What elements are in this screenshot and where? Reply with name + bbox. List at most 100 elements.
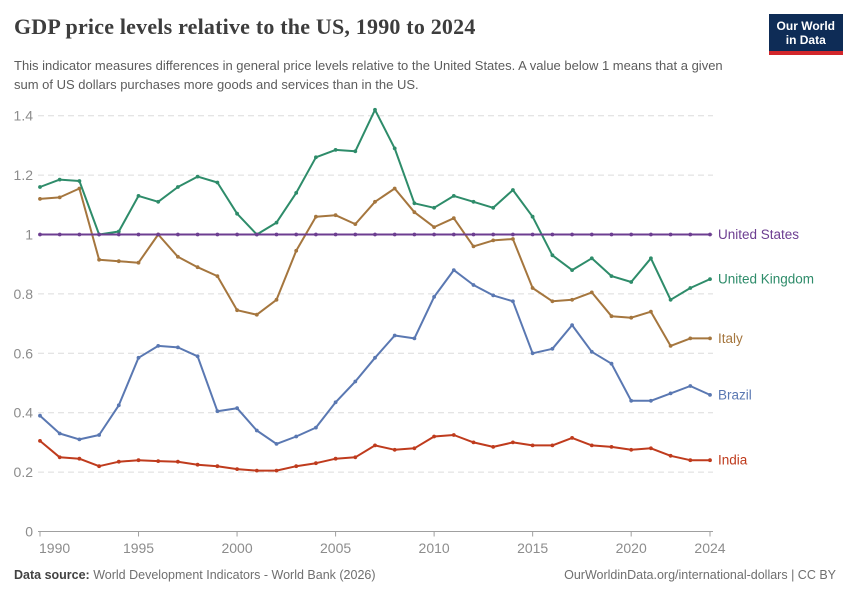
series-point-brazil [116,403,121,408]
series-label-brazil[interactable]: Brazil [718,387,752,402]
series-point-italy [235,308,240,313]
series-point-united-kingdom [668,297,673,302]
series-point-italy [353,222,358,227]
series-point-brazil [550,346,555,351]
series-point-united-kingdom [156,199,161,204]
series-point-united-kingdom [333,148,338,152]
series-point-united-states [353,232,358,237]
series-point-united-kingdom [471,199,476,204]
series-point-india [432,434,436,439]
series-point-united-states [136,232,141,237]
series-point-united-states [235,232,240,237]
series-point-italy [294,248,299,253]
series-point-brazil [530,351,535,356]
owid-logo[interactable]: Our World in Data [768,14,843,55]
y-tick-label: 1.2 [14,167,34,183]
x-tick-label: 2015 [517,540,548,556]
series-point-india [373,443,377,448]
series-point-brazil [215,409,220,414]
series-line-india [39,434,710,472]
x-tick-label: 2024 [694,540,725,556]
series-point-brazil [176,345,180,350]
series-point-united-states [649,232,653,237]
series-point-india [589,443,594,448]
series-point-india [156,459,161,463]
series-point-italy [471,244,476,249]
series-point-india [649,446,653,451]
series-point-united-states [116,232,121,237]
series-point-india [176,459,180,464]
y-tick-label: 1 [25,227,33,243]
series-point-india [451,433,456,437]
series-point-brazil [412,336,417,341]
series-point-india [97,464,101,469]
series-point-united-states [668,232,673,237]
series-point-italy [274,297,279,302]
series-point-india [708,458,712,463]
series-point-united-states [708,232,712,237]
series-point-united-kingdom [353,149,358,154]
series-point-brazil [97,433,101,437]
series-point-italy [530,286,535,290]
series-point-india [570,436,574,440]
series-label-united-kingdom[interactable]: United Kingdom [718,272,814,287]
x-tick-label: 2005 [320,540,351,556]
series-point-united-kingdom [38,185,42,189]
series-point-united-kingdom [195,174,200,179]
series-point-india [38,439,42,443]
series-point-brazil [432,295,436,299]
series-point-india [392,447,397,452]
series-point-united-kingdom [451,194,456,198]
series-point-united-kingdom [491,205,496,210]
series-point-india [235,467,240,471]
series-point-united-states [451,232,456,237]
series-point-united-states [392,232,397,237]
series-point-united-kingdom [392,146,397,151]
series-point-italy [432,225,436,230]
series-point-italy [412,210,417,215]
series-point-india [353,455,358,460]
series-point-italy [314,214,318,219]
series-point-italy [589,290,594,295]
series-point-brazil [649,398,653,403]
series-point-india [688,458,693,463]
series-point-india [629,447,634,452]
series-point-italy [550,299,555,304]
series-point-india [136,458,141,463]
series-point-india [550,443,555,448]
series-point-india [77,456,82,461]
series-point-united-kingdom [274,220,279,225]
series-point-united-states [511,232,515,237]
series-point-italy [77,186,82,191]
series-label-italy[interactable]: Italy [718,331,743,346]
series-point-brazil [274,442,279,446]
series-point-brazil [491,293,496,298]
series-point-united-states [550,232,555,237]
series-point-united-kingdom [609,274,614,278]
x-tick-label: 2020 [616,540,647,556]
x-tick-label: 1995 [123,540,154,556]
series-point-india [530,443,535,448]
series-point-india [491,445,496,449]
series-point-brazil [294,434,299,439]
series-point-india [195,462,200,467]
series-label-india[interactable]: India [718,453,748,468]
x-tick-label: 1990 [39,540,70,556]
series-point-india [668,453,673,458]
series-point-brazil [314,425,318,430]
series-point-italy [511,237,515,241]
series-point-united-states [156,232,161,237]
series-point-united-kingdom [176,185,180,189]
series-point-brazil [235,406,240,411]
series-label-united-states[interactable]: United States [718,227,799,242]
page-title: GDP price levels relative to the US, 199… [14,14,476,39]
series-point-united-kingdom [550,253,555,258]
series-point-italy [215,274,220,278]
series-point-united-kingdom [215,180,220,185]
series-point-brazil [708,393,712,397]
series-point-united-kingdom [294,191,299,195]
credit-link[interactable]: OurWorldinData.org/international-dollars… [564,568,836,582]
series-point-italy [668,344,673,348]
